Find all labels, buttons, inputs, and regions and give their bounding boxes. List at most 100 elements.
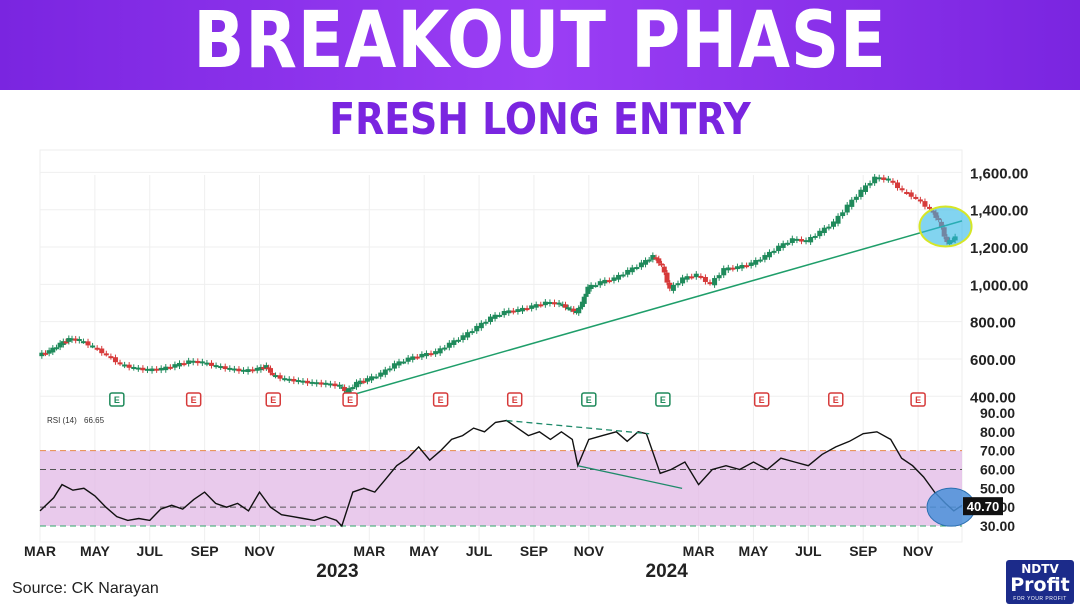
price-tick-label: 1,200.00 [970, 240, 1028, 257]
candle-body [616, 274, 622, 280]
earnings-marker-label: E [512, 395, 518, 405]
candle-body [716, 275, 722, 279]
x-tick-label: NOV [574, 543, 605, 559]
candle-body [163, 366, 169, 371]
candle-body [117, 362, 123, 365]
candle-body [739, 264, 745, 269]
rsi-tick-label: 30.00 [980, 518, 1015, 534]
x-tick-label: MAY [80, 543, 110, 559]
candle-body [863, 185, 869, 192]
candle-body [181, 363, 187, 366]
candle-body [547, 301, 553, 304]
candle-body [812, 235, 818, 238]
candle-body [291, 378, 297, 382]
rsi-panel [39, 419, 976, 528]
candle-body [487, 316, 493, 322]
candle-body [254, 367, 260, 371]
x-tick-label: JUL [466, 543, 493, 559]
candle-body [57, 342, 63, 348]
earnings-marker-icon [828, 392, 844, 407]
candle-body [204, 362, 210, 365]
candle-body [585, 286, 591, 294]
candle-body [94, 347, 100, 350]
candle-body [209, 362, 215, 366]
year-label: 2024 [646, 561, 689, 582]
candle-body [323, 382, 329, 385]
price-tick-label: 1,400.00 [970, 203, 1028, 220]
candle-body [39, 352, 45, 357]
candle-body [634, 267, 640, 270]
candle-body [149, 368, 155, 372]
candle-body [748, 262, 754, 266]
x-tick-label: MAR [683, 543, 715, 559]
x-tick-label: MAR [353, 543, 385, 559]
candle-body [808, 237, 814, 243]
earnings-marker-label: E [347, 395, 353, 405]
candle-body [702, 276, 708, 282]
earnings-marker-label: E [270, 395, 276, 405]
candle-body [353, 381, 359, 388]
logo-ndtv-text: NDTV [1021, 562, 1059, 576]
candle-body [227, 367, 233, 370]
rsi-tick-label: 70.00 [980, 443, 1015, 459]
candle-body [258, 366, 264, 371]
candle-body [190, 360, 196, 363]
candle-body [646, 259, 652, 262]
candle-body [108, 356, 114, 359]
candle-body [483, 321, 489, 324]
candle-body [653, 257, 659, 260]
candle-body [638, 262, 644, 268]
candle-body [346, 388, 352, 394]
earnings-marker-label: E [586, 395, 592, 405]
earnings-marker-label: E [438, 395, 444, 405]
candle-body [643, 260, 649, 265]
earnings-marker-icon [109, 392, 125, 407]
candle-body [661, 266, 667, 273]
year-label: 2023 [316, 561, 358, 582]
candle-body [562, 304, 568, 308]
candle-body [629, 267, 635, 273]
earnings-marker-label: E [915, 395, 921, 405]
candle-body [659, 263, 665, 266]
candle-body [140, 367, 146, 371]
candle-body [698, 275, 704, 278]
candle-body [725, 267, 731, 271]
candle-body [776, 245, 782, 252]
rsi-tick-label: 90.00 [980, 405, 1015, 421]
candle-body [263, 365, 269, 369]
candle-body [478, 322, 484, 329]
candle-body [60, 341, 66, 345]
rsi-divergence-line-0 [506, 419, 650, 435]
candle-body [361, 380, 367, 383]
candle-body [309, 381, 315, 384]
x-tick-label: JUL [795, 543, 822, 559]
candle-body [515, 309, 521, 313]
candle-body [552, 302, 558, 305]
candle-body [269, 372, 275, 375]
candle-body [789, 238, 795, 243]
candle-body [721, 268, 727, 276]
x-tick-label: NOV [244, 543, 275, 559]
candle-body [369, 376, 375, 381]
earnings-marker-icon [185, 392, 202, 407]
candle-body [236, 368, 242, 372]
candle-body [565, 307, 571, 310]
candle-body [391, 363, 397, 369]
candle-body [579, 301, 585, 308]
candle-body [231, 368, 237, 371]
candle-body [497, 314, 503, 317]
candle-body [342, 387, 348, 392]
candle-body [689, 276, 695, 279]
candle-body [656, 258, 662, 264]
earnings-marker-label: E [660, 395, 666, 405]
candle-body [69, 338, 75, 341]
candle-body [112, 357, 118, 363]
candle-body [401, 361, 407, 364]
rsi-tick-label: 50.00 [980, 480, 1015, 496]
candle-body [840, 212, 846, 217]
candle-body [519, 307, 525, 312]
page-subtitle: FRESH LONG ENTRY [329, 94, 751, 145]
candle-body [680, 277, 686, 284]
candle-body [378, 372, 384, 377]
candle-body [581, 296, 587, 304]
